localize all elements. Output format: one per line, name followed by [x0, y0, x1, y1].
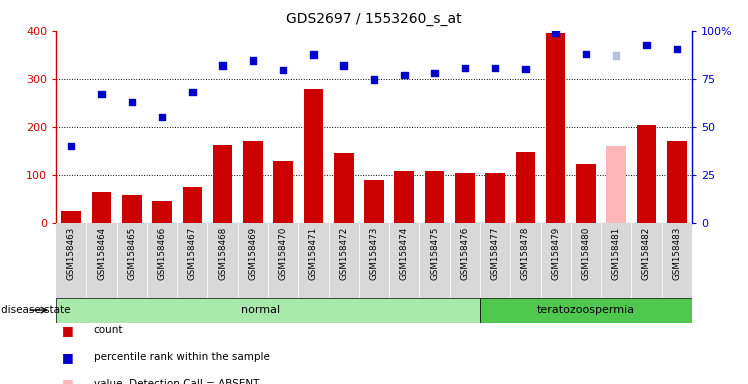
- Text: GSM158471: GSM158471: [309, 227, 318, 280]
- Text: GDS2697 / 1553260_s_at: GDS2697 / 1553260_s_at: [286, 12, 462, 25]
- Bar: [546, 33, 565, 223]
- Point: [398, 72, 410, 78]
- Point: [65, 143, 77, 149]
- Bar: [364, 180, 384, 223]
- Bar: [153, 201, 172, 223]
- Point: [96, 91, 108, 97]
- Text: GSM158468: GSM158468: [218, 227, 227, 280]
- Text: GSM158478: GSM158478: [521, 227, 530, 280]
- Point: [278, 67, 289, 73]
- Bar: [485, 173, 505, 223]
- Text: GSM158463: GSM158463: [67, 227, 76, 280]
- Bar: [425, 171, 444, 223]
- Point: [186, 89, 198, 95]
- Text: ■: ■: [61, 324, 73, 337]
- Bar: [56, 298, 480, 323]
- Point: [459, 65, 470, 71]
- Text: disease state: disease state: [1, 305, 70, 315]
- Text: percentile rank within the sample: percentile rank within the sample: [94, 352, 269, 362]
- Text: GSM158479: GSM158479: [551, 227, 560, 280]
- Point: [550, 30, 562, 36]
- Text: normal: normal: [241, 305, 280, 315]
- Text: ■: ■: [61, 351, 73, 364]
- Text: teratozoospermia: teratozoospermia: [537, 305, 635, 315]
- Bar: [480, 298, 692, 323]
- Bar: [92, 192, 111, 223]
- Point: [489, 65, 501, 71]
- Text: ■: ■: [61, 377, 73, 384]
- Point: [368, 77, 380, 83]
- Text: GSM158469: GSM158469: [248, 227, 257, 280]
- Bar: [212, 145, 233, 223]
- Text: value, Detection Call = ABSENT: value, Detection Call = ABSENT: [94, 379, 259, 384]
- Bar: [576, 164, 595, 223]
- Bar: [304, 89, 323, 223]
- Point: [247, 58, 259, 64]
- Bar: [515, 152, 536, 223]
- Point: [217, 62, 229, 68]
- Bar: [273, 161, 293, 223]
- Text: GSM158467: GSM158467: [188, 227, 197, 280]
- Point: [640, 42, 652, 48]
- Text: GSM158465: GSM158465: [127, 227, 136, 280]
- Bar: [607, 146, 626, 223]
- Text: GSM158474: GSM158474: [399, 227, 408, 280]
- Bar: [183, 187, 202, 223]
- Point: [156, 114, 168, 120]
- Point: [610, 53, 622, 59]
- Text: GSM158475: GSM158475: [430, 227, 439, 280]
- Text: GSM158464: GSM158464: [97, 227, 106, 280]
- Point: [307, 52, 319, 58]
- Bar: [334, 153, 354, 223]
- Point: [338, 62, 350, 68]
- Text: GSM158472: GSM158472: [340, 227, 349, 280]
- Bar: [61, 211, 81, 223]
- Text: GSM158481: GSM158481: [612, 227, 621, 280]
- Bar: [637, 125, 656, 223]
- Bar: [667, 141, 687, 223]
- Text: GSM158482: GSM158482: [642, 227, 651, 280]
- Bar: [243, 141, 263, 223]
- Text: count: count: [94, 325, 123, 335]
- Text: GSM158480: GSM158480: [581, 227, 590, 280]
- Point: [671, 46, 683, 52]
- Text: GSM158470: GSM158470: [279, 227, 288, 280]
- Text: GSM158483: GSM158483: [672, 227, 681, 280]
- Bar: [394, 171, 414, 223]
- Point: [126, 99, 138, 105]
- Text: GSM158466: GSM158466: [158, 227, 167, 280]
- Point: [580, 51, 592, 57]
- Bar: [455, 173, 475, 223]
- Bar: [122, 195, 141, 223]
- Text: GSM158473: GSM158473: [370, 227, 378, 280]
- Point: [519, 66, 531, 72]
- Text: GSM158476: GSM158476: [460, 227, 469, 280]
- Text: GSM158477: GSM158477: [491, 227, 500, 280]
- Point: [429, 70, 441, 76]
